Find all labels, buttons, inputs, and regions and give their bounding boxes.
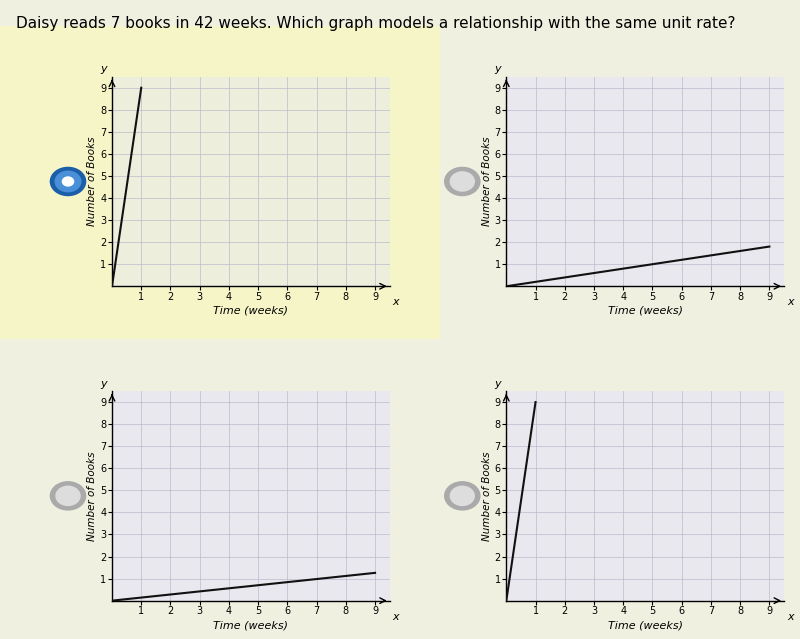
X-axis label: Time (weeks): Time (weeks) (608, 620, 682, 631)
Y-axis label: Number of Books: Number of Books (482, 137, 492, 226)
Y-axis label: Number of Books: Number of Books (87, 137, 98, 226)
Text: x: x (787, 612, 794, 622)
Text: x: x (787, 297, 794, 307)
Text: y: y (494, 65, 501, 75)
X-axis label: Time (weeks): Time (weeks) (608, 306, 682, 316)
Y-axis label: Number of Books: Number of Books (482, 451, 492, 541)
Text: Daisy reads 7 books in 42 weeks. Which graph models a relationship with the same: Daisy reads 7 books in 42 weeks. Which g… (16, 16, 735, 31)
Text: y: y (494, 379, 501, 389)
Text: x: x (393, 297, 399, 307)
X-axis label: Time (weeks): Time (weeks) (214, 306, 288, 316)
Y-axis label: Number of Books: Number of Books (87, 451, 98, 541)
Text: y: y (100, 65, 106, 75)
X-axis label: Time (weeks): Time (weeks) (214, 620, 288, 631)
Text: x: x (393, 612, 399, 622)
Text: y: y (100, 379, 106, 389)
